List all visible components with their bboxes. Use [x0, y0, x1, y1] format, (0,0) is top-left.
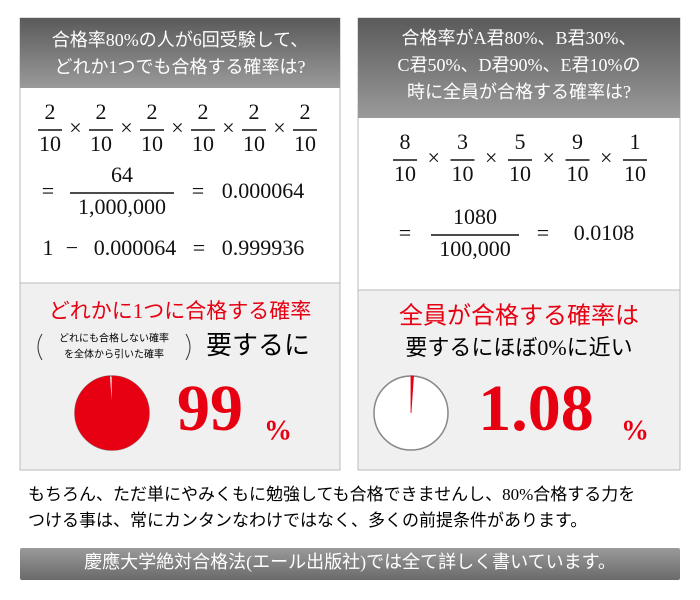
- times: ×: [600, 145, 612, 170]
- numerator: 2: [45, 99, 56, 124]
- big-percent: 1.08: [478, 372, 594, 445]
- footer-line: つける事は、常にカンタンなわけではなく、多くの前提条件があります。: [28, 511, 587, 530]
- left-answer-bg: [19, 282, 341, 471]
- headline: どれかに1つに合格する確率: [49, 299, 312, 323]
- times: ×: [485, 145, 497, 170]
- conclusion: 要するにほぼ0%に近い: [405, 335, 632, 360]
- denominator: 10: [394, 161, 416, 186]
- right-header-bg: [358, 18, 680, 118]
- banner-text: 慶應大学絶対合格法(エール出版社)では全て詳しく書いています。: [84, 551, 616, 573]
- subtrahend: 0.000064: [94, 235, 177, 260]
- denominator: 10: [192, 131, 214, 156]
- equals: =: [399, 220, 411, 245]
- percent-sign: %: [621, 415, 649, 446]
- denominator: 100,000: [439, 236, 511, 261]
- banner: [20, 548, 680, 580]
- equals: =: [192, 178, 204, 203]
- header-line: 時に全員が合格する確率は?: [407, 82, 631, 102]
- denominator: 10: [624, 161, 646, 186]
- result: 0.999936: [222, 235, 305, 260]
- note-line: を全体から引いた確率: [64, 347, 164, 360]
- denominator: 10: [39, 131, 61, 156]
- equals: =: [42, 178, 54, 203]
- footer-line: もちろん、ただ単にやみくもに勉強しても合格できませんし、80%合格する力を: [28, 485, 635, 504]
- times: ×: [543, 145, 555, 170]
- times: ×: [222, 115, 234, 140]
- minus: −: [66, 235, 78, 260]
- header-line: C君50%、D君90%、E君10%の: [398, 55, 641, 75]
- denominator: 1,000,000: [78, 194, 166, 219]
- numerator: 3: [457, 129, 468, 154]
- times: ×: [171, 115, 183, 140]
- denominator: 10: [243, 131, 265, 156]
- denominator: 10: [90, 131, 112, 156]
- denominator: 10: [141, 131, 163, 156]
- numerator: 1: [630, 129, 641, 154]
- numerator: 1080: [453, 204, 497, 229]
- result: 0.000064: [222, 178, 305, 203]
- numerator: 8: [400, 129, 411, 154]
- numerator: 64: [111, 162, 133, 187]
- numerator: 9: [572, 129, 583, 154]
- numerator: 2: [96, 99, 107, 124]
- equals: =: [193, 235, 205, 260]
- numerator: 2: [249, 99, 260, 124]
- numerator: 5: [515, 129, 526, 154]
- big-percent: 99: [177, 372, 243, 445]
- left-header-bg: [20, 18, 340, 88]
- header-line: 合格率がA君80%、B君30%、: [402, 28, 637, 48]
- times: ×: [273, 115, 285, 140]
- note-line: どれにも合格しない確率: [59, 331, 169, 344]
- times: ×: [428, 145, 440, 170]
- pie-slice: [74, 375, 150, 451]
- numerator: 2: [300, 99, 311, 124]
- headline: 全員が合格する確率は: [399, 303, 639, 330]
- times: ×: [120, 115, 132, 140]
- conclusion: 要するに: [206, 331, 310, 360]
- times: ×: [69, 115, 81, 140]
- denominator: 10: [567, 161, 589, 186]
- numerator: 2: [198, 99, 209, 124]
- parens: [37, 333, 191, 361]
- percent-sign: %: [264, 415, 292, 446]
- header-line: どれか1つでも合格する確率は?: [55, 57, 306, 77]
- equals: =: [537, 220, 549, 245]
- denominator: 10: [294, 131, 316, 156]
- denominator: 10: [509, 161, 531, 186]
- one: 1: [43, 235, 54, 260]
- numerator: 2: [147, 99, 158, 124]
- pie-slice: [410, 375, 414, 414]
- header-line: 合格率80%の人が6回受験して、: [52, 30, 309, 50]
- denominator: 10: [452, 161, 474, 186]
- result: 0.0108: [574, 220, 635, 245]
